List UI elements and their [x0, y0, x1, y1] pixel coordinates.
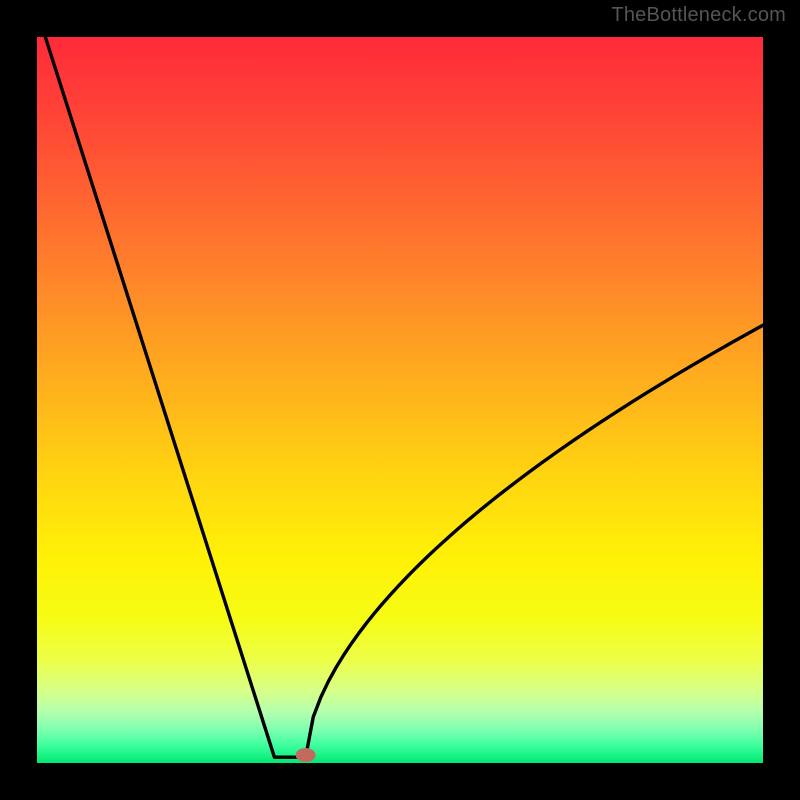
watermark-text: TheBottleneck.com: [611, 4, 786, 27]
optimum-marker: [296, 748, 316, 762]
chart-frame: [0, 0, 800, 800]
plot-background: [37, 37, 763, 763]
bottleneck-chart: [0, 0, 800, 800]
